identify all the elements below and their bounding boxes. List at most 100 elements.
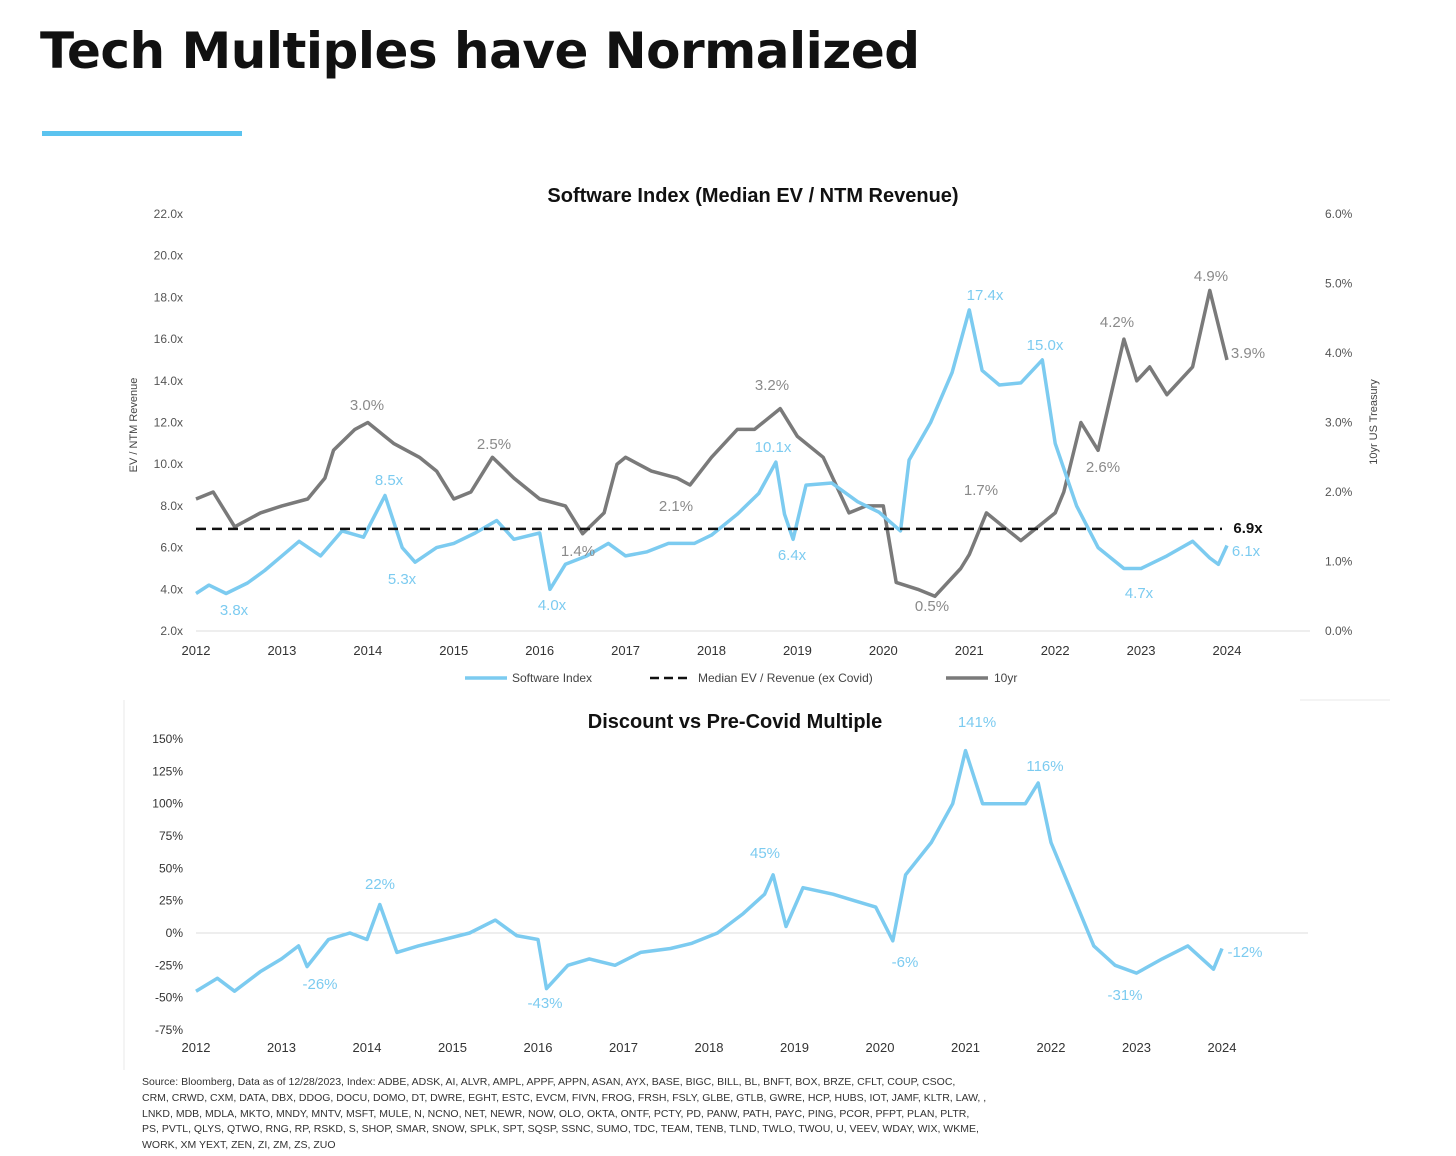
y-tick-label: 22.0x (154, 207, 183, 221)
x-tick-label: 2024 (1208, 1040, 1237, 1055)
data-label: 5.3x (388, 571, 417, 588)
y-tick-label: 125% (152, 764, 183, 778)
x-tick-label: 2023 (1122, 1040, 1151, 1055)
footnote-line: Source: Bloomberg, Data as of 12/28/2023… (142, 1076, 956, 1088)
data-label: 15.0x (1027, 337, 1064, 354)
data-label: 6.9x (1233, 520, 1263, 537)
y-tick-label: -75% (155, 1023, 183, 1037)
y-tick-label: 8.0x (160, 499, 183, 513)
x-tick-label: 2023 (1127, 643, 1156, 658)
data-label: 8.5x (375, 472, 404, 489)
x-tick-label: 2017 (611, 643, 640, 658)
data-label: 2.6% (1086, 459, 1120, 476)
data-label: 6.4x (778, 547, 807, 564)
data-label: -31% (1107, 987, 1142, 1004)
x-tick-label: 2014 (353, 1040, 382, 1055)
charts-canvas: Software Index (Median EV / NTM Revenue)… (123, 185, 1390, 1070)
y-tick-label: -50% (155, 991, 183, 1005)
y2-tick-label: 2.0% (1325, 485, 1353, 499)
x-tick-label: 2015 (439, 643, 468, 658)
data-label: 2.5% (477, 436, 511, 453)
source-footnote: Source: Bloomberg, Data as of 12/28/2023… (142, 1075, 1122, 1154)
y2-tick-label: 6.0% (1325, 207, 1353, 221)
title-accent-rule (42, 131, 242, 136)
data-label: 17.4x (967, 287, 1004, 304)
discount-chart: Discount vs Pre-Covid Multiple 150% 125% 1… (152, 711, 1308, 1055)
software-index-chart: Software Index (Median EV / NTM Revenue)… (128, 185, 1380, 685)
x-tick-label: 2012 (182, 643, 211, 658)
y-tick-label: 4.0x (160, 582, 183, 596)
tenyr-treasury-line (195, 288, 1229, 599)
y-tick-label: 18.0x (154, 290, 183, 304)
y-tick-label: 6.0x (160, 541, 183, 555)
x-tick-label: 2013 (267, 643, 296, 658)
x-tick-label: 2024 (1213, 643, 1242, 658)
x-tick-label: 2017 (609, 1040, 638, 1055)
y2-tick-label: 5.0% (1325, 277, 1353, 291)
x-tick-label: 2021 (951, 1040, 980, 1055)
footnote-line: PS, PVTL, QLYS, QTWO, RNG, RP, RSKD, S, … (142, 1123, 979, 1136)
x-tick-label: 2016 (524, 1040, 553, 1055)
data-label: 10.1x (755, 439, 792, 456)
x-tick-label: 2022 (1037, 1040, 1066, 1055)
y-tick-label: 150% (152, 732, 183, 746)
data-label: 141% (958, 714, 996, 731)
data-label: 3.2% (755, 377, 789, 394)
x-tick-label: 2020 (869, 643, 898, 658)
y-tick-label: 25% (159, 894, 183, 908)
chart-title: Software Index (Median EV / NTM Revenue) (547, 185, 958, 207)
x-tick-label: 2013 (267, 1040, 296, 1055)
software-index-line (195, 308, 1229, 596)
data-label: 4.7x (1125, 585, 1154, 602)
x-tick-label: 2019 (780, 1040, 809, 1055)
data-label: 4.9% (1194, 268, 1228, 285)
y2-axis-label: 10yr US Treasury (1368, 379, 1380, 465)
data-label: 4.0x (538, 597, 567, 614)
data-label: 116% (1026, 758, 1063, 775)
chart-legend: Software Index Median EV / Revenue (ex Co… (465, 671, 1017, 685)
y-tick-label: 14.0x (154, 374, 183, 388)
page-title: Tech Multiples have Normalized (40, 22, 920, 80)
y-tick-label: 20.0x (154, 249, 183, 263)
y-tick-label: 10.0x (154, 457, 183, 471)
y-tick-label: 75% (159, 829, 183, 843)
y2-tick-label: 0.0% (1325, 624, 1353, 638)
x-tick-label: 2019 (783, 643, 812, 658)
x-tick-label: 2018 (695, 1040, 724, 1055)
x-tick-label: 2012 (182, 1040, 211, 1055)
y-tick-label: 12.0x (154, 416, 183, 430)
data-label: 0.5% (915, 598, 949, 615)
footnote-line: LNKD, MDB, MDLA, MKTO, MNDY, MNTV, MSFT,… (142, 1107, 970, 1120)
data-label: 3.9% (1231, 345, 1265, 362)
data-label: -43% (527, 995, 562, 1012)
legend-label: Median EV / Revenue (ex Covid) (698, 671, 873, 685)
footnote-line: WORK, XM YEXT, ZEN, ZI, ZM, ZS, ZUO (142, 1139, 336, 1152)
chart-title: Discount vs Pre-Covid Multiple (588, 711, 882, 733)
data-label: 22% (365, 876, 395, 893)
data-label: -6% (892, 954, 919, 971)
data-label: -26% (302, 976, 337, 993)
legend-label: Software Index (512, 671, 592, 685)
legend-label: 10yr (994, 671, 1017, 685)
data-label: 1.4% (561, 543, 595, 560)
data-label: 4.2% (1100, 314, 1134, 331)
x-tick-label: 2015 (438, 1040, 467, 1055)
x-tick-label: 2020 (866, 1040, 895, 1055)
data-label: 3.0% (350, 397, 384, 414)
data-label: 1.7% (964, 482, 998, 499)
data-label: 6.1x (1232, 543, 1261, 560)
y2-tick-label: 4.0% (1325, 346, 1353, 360)
data-label: 45% (750, 845, 780, 862)
discount-line (195, 748, 1224, 993)
x-tick-label: 2016 (525, 643, 554, 658)
y-tick-label: 0% (166, 926, 184, 940)
x-tick-label: 2018 (697, 643, 726, 658)
y2-tick-label: 3.0% (1325, 416, 1353, 430)
data-label: 3.8x (220, 602, 249, 619)
x-tick-label: 2021 (955, 643, 984, 658)
y-tick-label: 2.0x (160, 624, 183, 638)
y-tick-label: 50% (159, 861, 183, 875)
x-tick-label: 2022 (1041, 643, 1070, 658)
y-tick-label: 100% (152, 797, 183, 811)
y-axis-label: EV / NTM Revenue (128, 378, 140, 473)
